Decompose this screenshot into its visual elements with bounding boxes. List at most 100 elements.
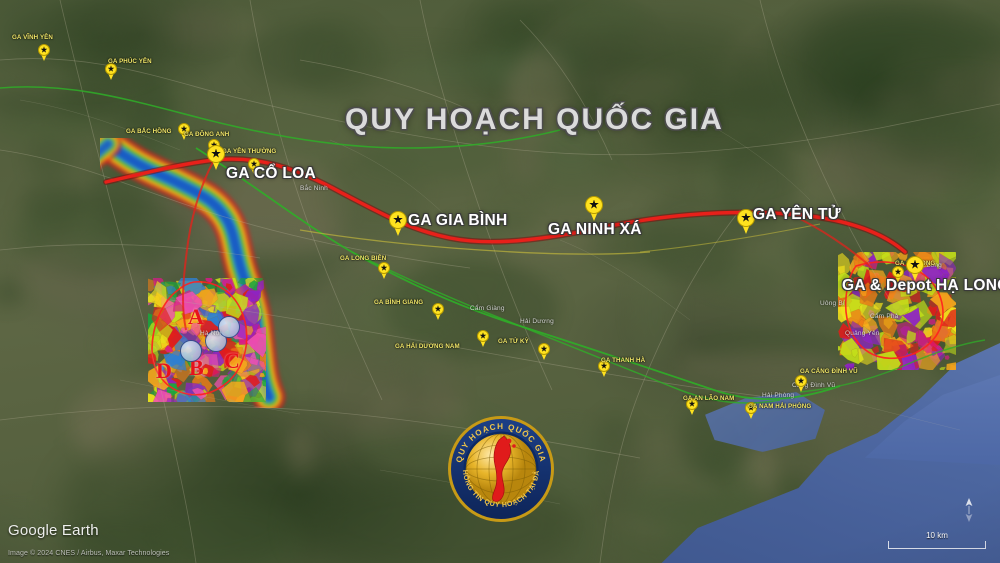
- minor-station-label: GA THANH HÀ: [601, 357, 646, 364]
- pin-tail: [479, 339, 487, 347]
- map-pin-icon[interactable]: [207, 145, 225, 170]
- map-pin-icon[interactable]: [906, 256, 924, 281]
- minor-station-label: GA BÌNH GIANG: [374, 299, 424, 306]
- rail-line-red-spur-halong: [789, 213, 873, 269]
- minor-station-label: GA YÊN THƯỜNG: [222, 148, 277, 155]
- zone-letter-d: D: [156, 358, 172, 383]
- star-icon: [434, 305, 442, 312]
- place-label: Quảng Yên: [845, 330, 880, 337]
- place-label: Bắc Ninh: [300, 185, 328, 192]
- pin-tail: [250, 167, 258, 175]
- major-station-label: GA GIA BÌNH: [408, 212, 508, 229]
- map-pin-icon[interactable]: [686, 398, 698, 415]
- rail-line-red-spur: [182, 159, 215, 331]
- minor-station-label: GA TỨ KỲ: [498, 338, 529, 345]
- star-icon: [380, 264, 388, 271]
- place-label: Cẩm Giàng: [470, 305, 505, 312]
- map-pin-icon[interactable]: [538, 343, 550, 360]
- google-earth-watermark: Google Earth: [8, 522, 99, 539]
- star-icon: [250, 160, 258, 167]
- pin-tail: [797, 384, 805, 392]
- place-label: Hải Dương: [520, 318, 554, 325]
- star-icon: [741, 212, 751, 222]
- map-pin-icon[interactable]: [598, 360, 610, 377]
- pin-tail: [540, 352, 548, 360]
- pin-tail: [434, 312, 442, 320]
- scale-bar-label: 10 km: [926, 531, 948, 540]
- star-icon: [688, 400, 696, 407]
- map-pin-icon[interactable]: [38, 44, 50, 61]
- pin-tail: [211, 158, 221, 170]
- map-pin-icon[interactable]: [248, 158, 260, 175]
- minor-station-label: GA HẢI DƯƠNG NAM: [395, 343, 460, 350]
- star-icon: [747, 404, 755, 411]
- map-pin-icon[interactable]: [432, 303, 444, 320]
- place-label: Hà Nội: [200, 330, 222, 337]
- map-pin-icon[interactable]: [892, 266, 904, 283]
- major-station-label: GA NINH XÁ: [548, 221, 642, 238]
- pin-tail: [894, 275, 902, 283]
- map-pin-icon[interactable]: [378, 262, 390, 279]
- pin-tail: [380, 271, 388, 279]
- place-label: Cẩm Phả: [870, 313, 899, 320]
- minor-station-label: GA AN LÃO NAM: [683, 395, 735, 402]
- map-pin-icon[interactable]: [105, 63, 117, 80]
- rail-line-green-branch: [351, 251, 781, 404]
- star-icon: [894, 268, 902, 275]
- minor-station-label: GA CẢNG ĐÌNH VŨ: [800, 368, 858, 375]
- major-station-label: GA CỔ LOA: [226, 165, 316, 182]
- pin-tail: [910, 269, 920, 281]
- compass-icon[interactable]: [960, 497, 978, 523]
- map-title: QUY HOẠCH QUỐC GIA: [345, 103, 724, 136]
- map-pin-icon[interactable]: [477, 330, 489, 347]
- star-icon: [210, 141, 218, 148]
- minor-station-label: GA ĐÔNG ANH: [184, 131, 230, 138]
- minor-station-label: GA NAM HẢI PHÒNG: [748, 403, 812, 410]
- map-pin-icon[interactable]: [795, 375, 807, 392]
- star-icon: [589, 199, 599, 209]
- minor-station-label: GA PHÚC YÊN: [108, 58, 152, 65]
- zone-marker-badge: [218, 316, 240, 338]
- map-pin-icon[interactable]: [737, 209, 755, 234]
- zone-marker-badge: [180, 340, 202, 362]
- place-label: Hạ Long: [916, 262, 942, 269]
- rail-line-green-south: [195, 147, 841, 401]
- star-icon: [107, 65, 115, 72]
- star-icon: [211, 148, 221, 158]
- star-icon: [40, 46, 48, 53]
- rail-line-yellow-east: [639, 223, 821, 253]
- quy-hoach-quoc-gia-emblem: QUY HOẠCH QUỐC GIA THÔNG TIN QUY HOẠCH T…: [444, 410, 555, 523]
- zoning-overlay-halong: [838, 252, 956, 370]
- star-icon: [540, 345, 548, 352]
- place-label: Cảng Đình Vũ: [792, 382, 836, 389]
- pin-tail: [180, 132, 188, 140]
- map-pin-icon[interactable]: [745, 402, 757, 419]
- scale-bar-graphic: [888, 541, 986, 549]
- map-pin-icon[interactable]: [178, 123, 190, 140]
- rail-line-green-north: [0, 86, 561, 149]
- star-icon: [393, 214, 403, 224]
- zone-letter-c: C: [224, 348, 240, 373]
- star-icon: [910, 259, 920, 269]
- pin-tail: [589, 209, 599, 221]
- pin-tail: [688, 407, 696, 415]
- pin-tail: [107, 72, 115, 80]
- minor-station-label: GA VĨNH YÊN: [12, 34, 53, 41]
- imagery-attribution: Image © 2024 CNES / Airbus, Maxar Techno…: [8, 550, 170, 557]
- map-pin-icon[interactable]: [585, 196, 603, 221]
- pin-tail: [600, 369, 608, 377]
- pin-tail: [40, 53, 48, 61]
- pin-tail: [747, 411, 755, 419]
- place-label: Uông Bí: [820, 300, 845, 307]
- star-icon: [180, 125, 188, 132]
- minor-station-label: GA LONG BIÊN: [340, 255, 387, 262]
- map-pin-icon[interactable]: [389, 211, 407, 236]
- star-icon: [600, 362, 608, 369]
- major-station-label: GA YÊN TỬ: [753, 206, 841, 223]
- star-icon: [479, 332, 487, 339]
- minor-station-label: GA BẮC HỒNG: [126, 128, 172, 135]
- pin-tail: [741, 222, 751, 234]
